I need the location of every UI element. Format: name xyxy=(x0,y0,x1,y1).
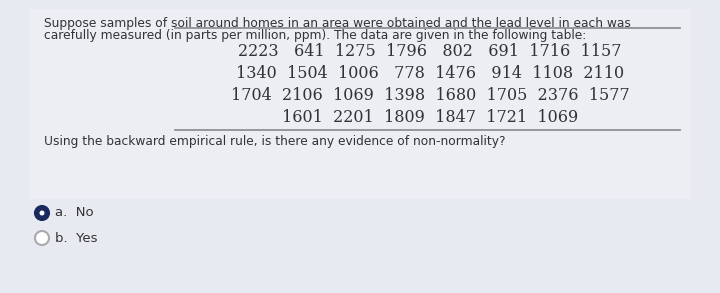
FancyBboxPatch shape xyxy=(29,9,691,199)
Text: a.  No: a. No xyxy=(55,207,94,219)
Text: 2223   641  1275  1796   802   691  1716  1157: 2223 641 1275 1796 802 691 1716 1157 xyxy=(238,43,622,60)
Text: 1601  2201  1809  1847  1721  1069: 1601 2201 1809 1847 1721 1069 xyxy=(282,109,578,126)
Circle shape xyxy=(35,231,49,245)
Text: carefully measured (in parts per million, ppm). The data are given in the follow: carefully measured (in parts per million… xyxy=(44,29,586,42)
Text: b.  Yes: b. Yes xyxy=(55,231,97,244)
Circle shape xyxy=(40,210,45,215)
Text: 1704  2106  1069  1398  1680  1705  2376  1577: 1704 2106 1069 1398 1680 1705 2376 1577 xyxy=(230,87,629,104)
Text: Suppose samples of soil around homes in an area were obtained and the lead level: Suppose samples of soil around homes in … xyxy=(44,17,631,30)
Circle shape xyxy=(35,206,49,220)
Text: 1340  1504  1006   778  1476   914  1108  2110: 1340 1504 1006 778 1476 914 1108 2110 xyxy=(236,65,624,82)
Text: Using the backward empirical rule, is there any evidence of non-normality?: Using the backward empirical rule, is th… xyxy=(44,135,505,148)
